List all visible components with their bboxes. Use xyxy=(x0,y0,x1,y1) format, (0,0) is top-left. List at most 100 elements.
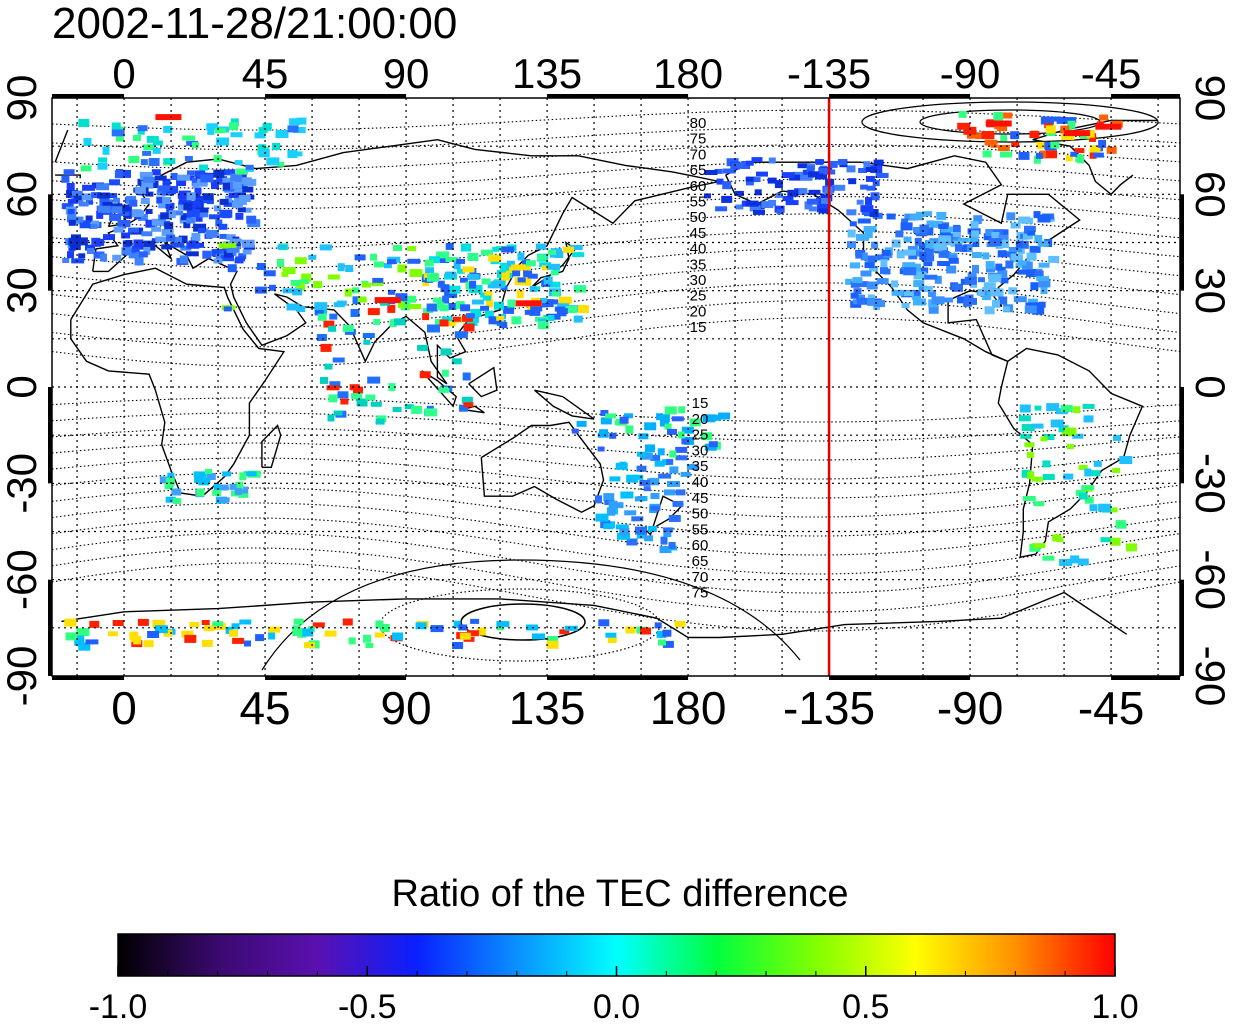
tec-data-cell xyxy=(497,269,506,278)
tec-data-cell xyxy=(797,163,811,169)
contour-label: 80 xyxy=(690,115,707,132)
tec-data-cell xyxy=(277,161,285,167)
tec-data-cell xyxy=(145,219,156,228)
tec-data-cell xyxy=(205,229,219,238)
contour-label: 75 xyxy=(690,131,707,148)
tec-data-cell xyxy=(751,157,763,163)
tec-data-cell xyxy=(312,622,325,628)
tec-data-cell xyxy=(871,241,879,249)
contour-label: 70 xyxy=(690,146,707,163)
tec-data-cell xyxy=(186,209,200,218)
tec-data-cell xyxy=(109,179,120,186)
tec-data-cell xyxy=(97,162,108,170)
tec-data-cell xyxy=(131,209,142,218)
lon-tick-label-top: 180 xyxy=(653,50,723,97)
tec-data-cell xyxy=(266,157,280,166)
tec-data-cell xyxy=(91,192,102,199)
tec-data-cell xyxy=(89,620,100,628)
contour-label: 35 xyxy=(692,458,709,475)
tec-data-cell xyxy=(1043,434,1055,440)
tec-data-cell xyxy=(155,114,182,121)
tec-data-cell xyxy=(243,207,252,213)
tec-data-cell xyxy=(201,620,210,625)
tec-data-cell xyxy=(470,618,480,624)
tec-data-cell xyxy=(79,237,88,246)
tec-data-cell xyxy=(235,212,244,220)
tec-data-cell xyxy=(1126,543,1137,552)
lon-tick-label-top: -135 xyxy=(787,50,871,97)
frame-bar-bottom xyxy=(829,676,971,680)
tec-data-cell xyxy=(282,267,296,275)
tec-data-cell xyxy=(1067,120,1076,129)
tec-data-cell xyxy=(439,319,449,327)
tec-data-cell xyxy=(488,316,502,325)
tec-data-cell xyxy=(230,173,243,182)
tec-data-cell xyxy=(1084,496,1094,504)
tec-data-cell xyxy=(481,249,493,256)
tec-data-cell xyxy=(134,257,144,266)
tec-data-cell xyxy=(461,396,473,404)
lat-tick-label-left: -30 xyxy=(0,453,45,514)
lon-tick-label-bottom: 45 xyxy=(239,682,290,734)
tec-data-cell xyxy=(63,169,75,176)
tec-data-cell xyxy=(219,198,229,205)
tec-data-cell xyxy=(254,132,266,139)
tec-data-cell xyxy=(997,145,1010,151)
tec-data-cell xyxy=(1035,152,1043,159)
tec-data-cell xyxy=(234,488,242,495)
tec-data-cell xyxy=(985,261,995,270)
coastline xyxy=(462,405,485,414)
contour-label: 25 xyxy=(690,288,707,305)
lon-tick-label-bottom: 180 xyxy=(650,682,727,734)
tec-data-cell xyxy=(171,488,182,496)
tec-data-cell xyxy=(102,146,110,155)
contour-label: 30 xyxy=(690,272,707,289)
tec-data-cell xyxy=(856,297,868,305)
tec-data-cell xyxy=(89,223,98,229)
tick-labels: 0045459090135135180180-135-135-90-90-45-… xyxy=(0,50,1234,734)
tec-data-cell xyxy=(113,197,121,203)
tec-data-cell xyxy=(1082,403,1095,409)
lon-tick-label-bottom: -45 xyxy=(1078,682,1144,734)
tec-data-cell xyxy=(672,500,684,507)
tec-data-cell xyxy=(389,319,397,328)
tec-data-cell xyxy=(781,172,795,179)
tec-data-cell xyxy=(815,173,827,180)
tec-data-cell xyxy=(348,637,356,645)
coastline xyxy=(534,389,595,420)
tec-data-cell xyxy=(680,471,691,477)
tec-data-cell xyxy=(218,242,228,249)
tec-data-cell xyxy=(702,414,716,423)
tec-data-cell xyxy=(140,159,148,166)
tec-data-cell xyxy=(258,127,268,134)
tec-data-cell xyxy=(85,215,93,223)
tec-data-cell xyxy=(163,629,173,637)
coastline xyxy=(646,495,683,537)
tec-data-cell xyxy=(82,184,96,191)
tec-data-cell xyxy=(147,631,160,638)
tec-data-cell xyxy=(161,228,174,236)
tec-data-cell xyxy=(152,147,161,154)
colorbar-title: Ratio of the TEC difference xyxy=(391,873,849,915)
tec-data-cell xyxy=(165,496,176,503)
tec-data-cell xyxy=(193,192,201,198)
tec-data-cell xyxy=(229,238,242,244)
tec-data-cell xyxy=(946,265,957,274)
tec-data-cell xyxy=(559,629,570,635)
tec-data-cell xyxy=(206,199,214,205)
tec-data-cell xyxy=(180,245,192,251)
tec-data-cell xyxy=(636,465,647,472)
frame-bar-left xyxy=(48,387,52,484)
contour-label: 40 xyxy=(690,241,707,258)
tec-data-cell xyxy=(230,132,243,138)
lat-tick-label-left: 60 xyxy=(0,171,45,218)
tec-data-cell xyxy=(281,271,289,277)
contour-label: 25 xyxy=(692,427,709,444)
tec-data-cell xyxy=(970,221,979,228)
tec-data-cell xyxy=(644,535,654,542)
tec-data-cell xyxy=(216,137,230,146)
tec-data-cell xyxy=(165,477,175,486)
tec-data-cell xyxy=(909,214,923,221)
tec-data-cell xyxy=(1113,434,1121,441)
